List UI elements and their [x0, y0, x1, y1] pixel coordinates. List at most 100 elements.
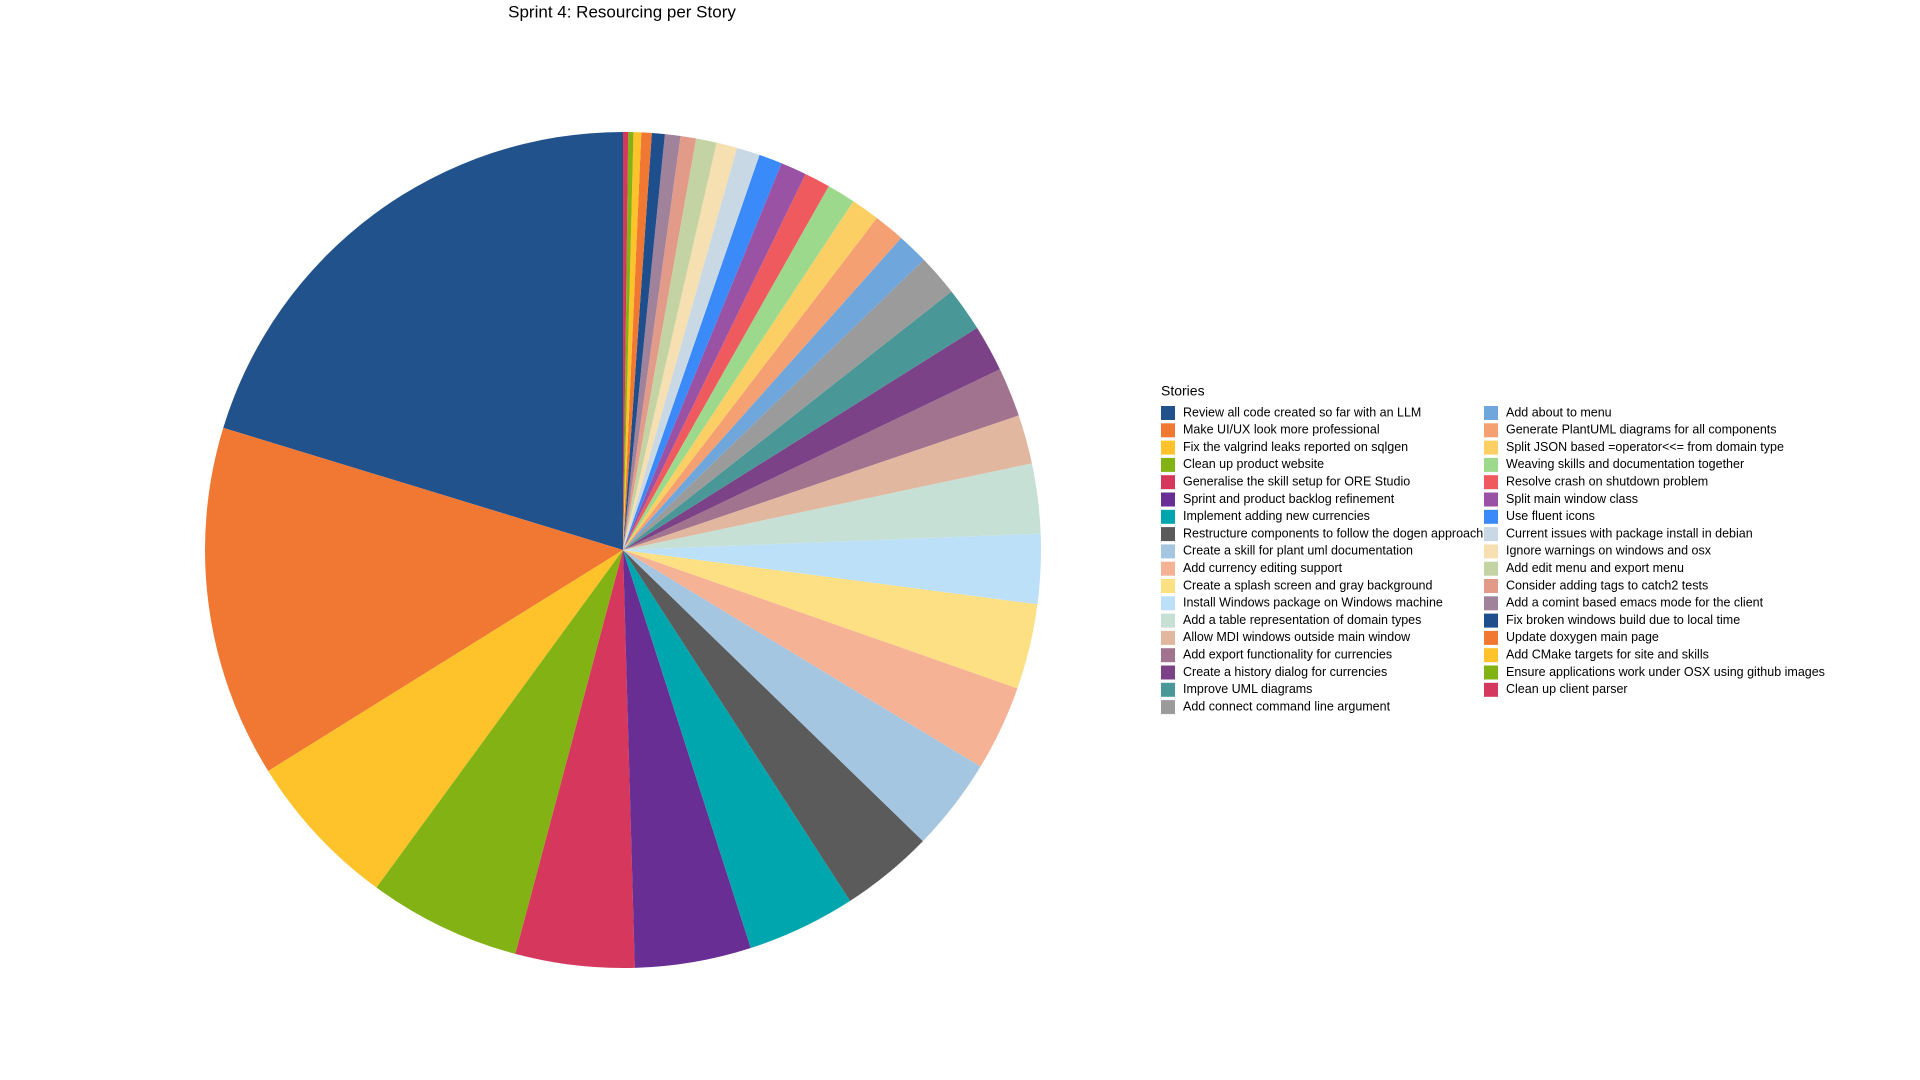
- legend-label: Update doxygen main page: [1506, 630, 1659, 644]
- pie-slice: [623, 369, 1019, 550]
- legend-label: Fix broken windows build due to local ti…: [1506, 613, 1740, 627]
- pie-slice: [623, 550, 1038, 689]
- pie-slice: [623, 134, 681, 550]
- legend-swatch: [1484, 648, 1498, 663]
- legend-label: Consider adding tags to catch2 tests: [1506, 578, 1708, 592]
- pie-slice: [268, 550, 623, 888]
- pie-slice: [623, 173, 829, 550]
- legend-label: Add a table representation of domain typ…: [1183, 613, 1421, 627]
- legend-label: Add about to menu: [1506, 405, 1612, 419]
- legend-label: Weaving skills and documentation togethe…: [1506, 457, 1744, 471]
- chart-title: Sprint 4: Resourcing per Story: [508, 2, 736, 21]
- legend-label: Improve UML diagrams: [1183, 682, 1312, 696]
- pie-slice: [623, 132, 629, 550]
- legend-label: Add currency editing support: [1183, 561, 1343, 575]
- pie-slice: [376, 550, 623, 954]
- pie-slice: [623, 186, 854, 550]
- legend-label: Add export functionality for currencies: [1183, 647, 1392, 661]
- legend-label: Add edit menu and export menu: [1506, 561, 1684, 575]
- pie-slice: [623, 550, 1018, 767]
- legend-swatch: [1484, 561, 1498, 576]
- legend-swatch: [1161, 613, 1175, 628]
- legend-swatch: [1161, 682, 1175, 697]
- pie-slice: [623, 154, 782, 550]
- legend-label: Allow MDI windows outside main window: [1183, 630, 1411, 644]
- pie-slice: [623, 533, 1041, 605]
- legend-label: Install Windows package on Windows machi…: [1183, 596, 1443, 610]
- legend-label: Create a skill for plant uml documentati…: [1183, 544, 1413, 558]
- pie-slice: [623, 132, 652, 550]
- pie-slice: [623, 142, 737, 550]
- pie-slice: [623, 550, 851, 948]
- pie-slice: [623, 163, 806, 550]
- legend-swatch: [1484, 579, 1498, 593]
- legend-swatch: [1484, 423, 1498, 438]
- pie-slice: [623, 291, 978, 550]
- legend-swatch: [1161, 561, 1175, 576]
- legend-label: Sprint and product backlog refinement: [1183, 492, 1395, 506]
- legend-swatch: [1161, 406, 1175, 420]
- pie-slice: [623, 550, 923, 901]
- legend-swatch: [1484, 527, 1498, 542]
- pie-slice: [623, 138, 717, 550]
- legend-label: Review all code created so far with an L…: [1183, 405, 1421, 419]
- legend-swatch: [1161, 665, 1175, 680]
- legend-swatch: [1161, 423, 1175, 438]
- legend-label: Ensure applications work under OSX using…: [1506, 665, 1825, 679]
- legend-swatch: [1161, 579, 1175, 593]
- legend-swatch: [1484, 682, 1498, 697]
- legend-swatch: [1484, 457, 1498, 472]
- legend-swatch: [1484, 492, 1498, 507]
- pie-slice: [623, 132, 665, 551]
- legend-label: Implement adding new currencies: [1183, 509, 1370, 523]
- pie-slice: [623, 550, 981, 842]
- legend-label: Generate PlantUML diagrams for all compo…: [1506, 423, 1777, 437]
- legend-swatch: [1484, 630, 1498, 645]
- pie-slice: [623, 201, 877, 550]
- legend-swatch: [1161, 440, 1175, 455]
- legend-label: Current issues with package install in d…: [1506, 526, 1753, 540]
- legend-swatch: [1161, 630, 1175, 645]
- pie-slice: [623, 132, 634, 550]
- legend-label: Use fluent icons: [1506, 509, 1595, 523]
- pie-slice: [623, 327, 1000, 550]
- legend-swatch: [1161, 492, 1175, 507]
- legend-swatch: [1161, 527, 1175, 542]
- legend-label: Clean up product website: [1183, 457, 1324, 471]
- legend-swatch: [1161, 475, 1175, 490]
- pie-slice: [223, 132, 623, 550]
- legend-swatch: [1484, 596, 1498, 611]
- pie-slice: [623, 550, 751, 968]
- pie-slice: [623, 135, 697, 550]
- legend-label: Split main window class: [1506, 492, 1638, 506]
- legend-swatch: [1484, 509, 1498, 524]
- legend-swatch: [1484, 544, 1498, 559]
- legend-label: Split JSON based =operator<<= from domai…: [1506, 440, 1784, 454]
- legend-swatch: [1484, 613, 1498, 628]
- legend-label: Clean up client parser: [1506, 682, 1628, 696]
- legend-swatch: [1484, 440, 1498, 455]
- pie-slice: [623, 217, 902, 550]
- pie-slice: [204, 427, 623, 771]
- pie-slice: [623, 237, 924, 551]
- legend-swatch: [1484, 475, 1498, 490]
- legend-label: Add a comint based emacs mode for the cl…: [1506, 596, 1764, 610]
- legend-label: Resolve crash on shutdown problem: [1506, 474, 1708, 488]
- legend-label: Create a history dialog for currencies: [1183, 665, 1387, 679]
- legend-label: Ignore warnings on windows and osx: [1506, 544, 1712, 558]
- legend-label: Restructure components to follow the dog…: [1183, 526, 1483, 540]
- legend-label: Add CMake targets for site and skills: [1506, 647, 1709, 661]
- legend-swatch: [1161, 596, 1175, 611]
- pie-slice: [623, 132, 642, 550]
- pie-slice: [623, 415, 1032, 550]
- legend-swatch: [1161, 648, 1175, 663]
- pie-slice: [515, 550, 635, 968]
- pie-slice: [623, 259, 952, 550]
- legend-label: Make UI/UX look more professional: [1183, 423, 1380, 437]
- legend-title: Stories: [1161, 383, 1205, 399]
- legend-swatch: [1161, 457, 1175, 472]
- legend-swatch: [1161, 509, 1175, 524]
- legend-swatch: [1161, 544, 1175, 559]
- pie-slice: [623, 463, 1041, 550]
